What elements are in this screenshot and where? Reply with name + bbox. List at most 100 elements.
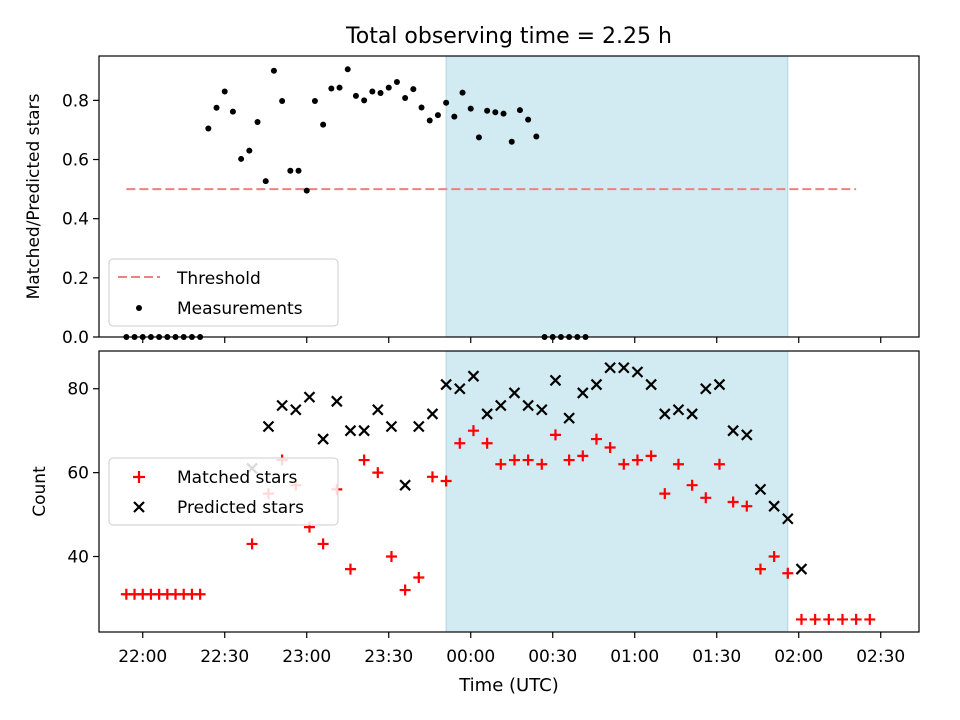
data-point <box>618 458 630 470</box>
axes-frame <box>98 350 920 633</box>
data-point <box>434 112 441 119</box>
ratio-panel: 0.0 0.2 0.4 0.6 0.8 Matched/Predicted stars Th… <box>24 55 920 348</box>
data-point <box>331 395 343 408</box>
data-point <box>303 391 316 403</box>
data-point <box>577 387 589 399</box>
data-point <box>508 138 515 145</box>
y-tick-label: 80 <box>67 380 89 400</box>
data-point <box>413 571 425 583</box>
data-point <box>361 97 368 104</box>
data-point <box>713 378 726 391</box>
x-tick-label: 00:30 <box>528 647 577 667</box>
x-tick-label: 01:30 <box>692 647 741 667</box>
data-point <box>522 454 534 466</box>
chart-title: Total observing time = 2.25 h <box>345 24 672 49</box>
data-point <box>336 84 343 91</box>
data-point <box>385 420 398 433</box>
data-point <box>508 387 521 399</box>
data-point <box>221 88 228 95</box>
data-point <box>604 361 616 374</box>
data-point <box>426 471 438 483</box>
data-point <box>795 613 807 625</box>
data-point <box>686 479 698 491</box>
x-tick-label: 23:30 <box>364 647 413 667</box>
data-point <box>372 403 384 416</box>
y-tick-label: 0.8 <box>62 91 89 111</box>
data-point <box>500 110 507 117</box>
data-point <box>618 361 630 374</box>
legend-key <box>136 305 142 311</box>
data-point <box>563 412 575 424</box>
y-tick-label: 40 <box>67 548 89 568</box>
highlight-span <box>445 350 789 633</box>
data-point <box>590 433 602 445</box>
x-axis-label: Time (UTC) <box>458 675 559 696</box>
data-point <box>399 479 411 491</box>
data-point <box>782 567 794 579</box>
data-point <box>317 433 329 445</box>
data-point <box>522 399 534 412</box>
data-point <box>686 408 698 420</box>
data-point <box>385 84 392 91</box>
data-point <box>850 613 862 625</box>
data-point <box>399 584 411 596</box>
axes-frame <box>98 55 920 338</box>
data-point <box>590 378 603 391</box>
data-point <box>426 408 439 420</box>
data-point <box>525 116 532 123</box>
data-point <box>809 613 821 625</box>
data-point <box>213 104 220 111</box>
data-point <box>443 99 450 106</box>
data-point <box>604 441 616 453</box>
legend-label: Predicted stars <box>177 498 304 518</box>
x-tick-label: 02:00 <box>774 647 823 667</box>
data-point <box>205 125 212 132</box>
data-point <box>481 437 493 449</box>
data-point <box>454 382 466 395</box>
data-point <box>262 178 269 185</box>
data-point <box>782 512 794 525</box>
data-point <box>741 500 753 512</box>
x-tick-label: 02:30 <box>856 647 905 667</box>
data-point <box>413 420 425 433</box>
data-point <box>700 382 712 395</box>
data-point <box>754 563 766 575</box>
data-point <box>768 500 780 512</box>
data-point <box>795 563 808 575</box>
data-point <box>279 97 286 104</box>
data-point <box>672 458 684 470</box>
data-point <box>317 538 329 550</box>
highlight-span <box>445 55 789 338</box>
legend-label: Measurements <box>177 299 303 319</box>
data-point <box>276 399 288 412</box>
legend-key <box>133 471 145 483</box>
data-point <box>467 370 480 382</box>
y-tick-label: 60 <box>67 464 89 484</box>
x-tick-label: 22:00 <box>118 647 167 667</box>
data-point <box>467 105 474 112</box>
data-point <box>631 366 644 378</box>
data-point <box>467 425 479 437</box>
data-point <box>645 378 657 391</box>
data-point <box>495 399 507 412</box>
data-point <box>700 492 712 504</box>
data-point <box>372 467 384 479</box>
data-point <box>727 424 739 437</box>
data-point <box>426 117 433 124</box>
x-tick-label: 00:00 <box>446 647 495 667</box>
y-tick-label: 0.2 <box>62 269 89 289</box>
data-point <box>295 167 302 174</box>
legend: Matched stars Predicted stars <box>108 457 339 526</box>
data-point <box>508 454 520 466</box>
legend-label: Matched stars <box>177 468 297 488</box>
data-point <box>246 147 253 154</box>
data-point <box>577 450 589 462</box>
data-point <box>352 92 359 99</box>
data-point <box>344 424 357 437</box>
data-point <box>713 458 725 470</box>
legend-label: Threshold <box>176 269 261 289</box>
data-point <box>536 458 548 470</box>
data-point <box>270 67 277 74</box>
data-point <box>631 454 643 466</box>
data-point <box>864 613 876 625</box>
